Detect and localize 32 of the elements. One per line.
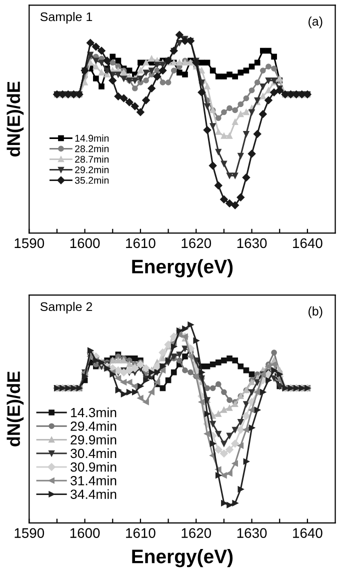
y-axis-title: dN(E)/dE [6,372,24,446]
x-tick-label: 1630 [237,238,267,248]
legend-label: 35.2min [74,176,109,184]
legend-label: 30.9min [70,462,116,472]
x-tick-label: 1620 [182,528,212,538]
x-tick-label: 1610 [126,528,156,538]
x-tick-label: 1610 [126,238,156,248]
legend-label: 30.4min [70,448,116,458]
x-tick-label: 1640 [293,528,322,538]
text: (b) [308,306,322,318]
legend-label: 28.2min [75,145,109,152]
legend-label: 34.4min [70,489,116,499]
x-tick-label: 1630 [237,528,267,538]
legend-label: 14.3min [71,408,116,418]
x-tick-label: 1600 [70,238,100,248]
x-axis-title: Energy(eV) [132,549,233,568]
x-tick-label: 1620 [182,238,212,248]
text: Sample 2 [40,302,92,314]
text: Sample 1 [40,12,92,24]
x-tick-label: 1600 [70,528,100,538]
x-axis-title: Energy(eV) [132,259,233,278]
x-tick-label: 1640 [293,238,322,248]
y-axis-title: dN(E)/dE [6,82,24,156]
legend-label: 31.4min [70,476,116,486]
legend-label: 29.2min [75,166,109,174]
x-tick-label: 1590 [14,528,44,538]
legend-label: 29.9min [70,434,116,444]
legend-label: 28.7min [75,156,109,163]
text: (a) [308,16,322,28]
legend-label: 14.9min [75,134,109,142]
legend-label: 29.4min [70,421,116,431]
x-tick-label: 1590 [14,238,44,248]
